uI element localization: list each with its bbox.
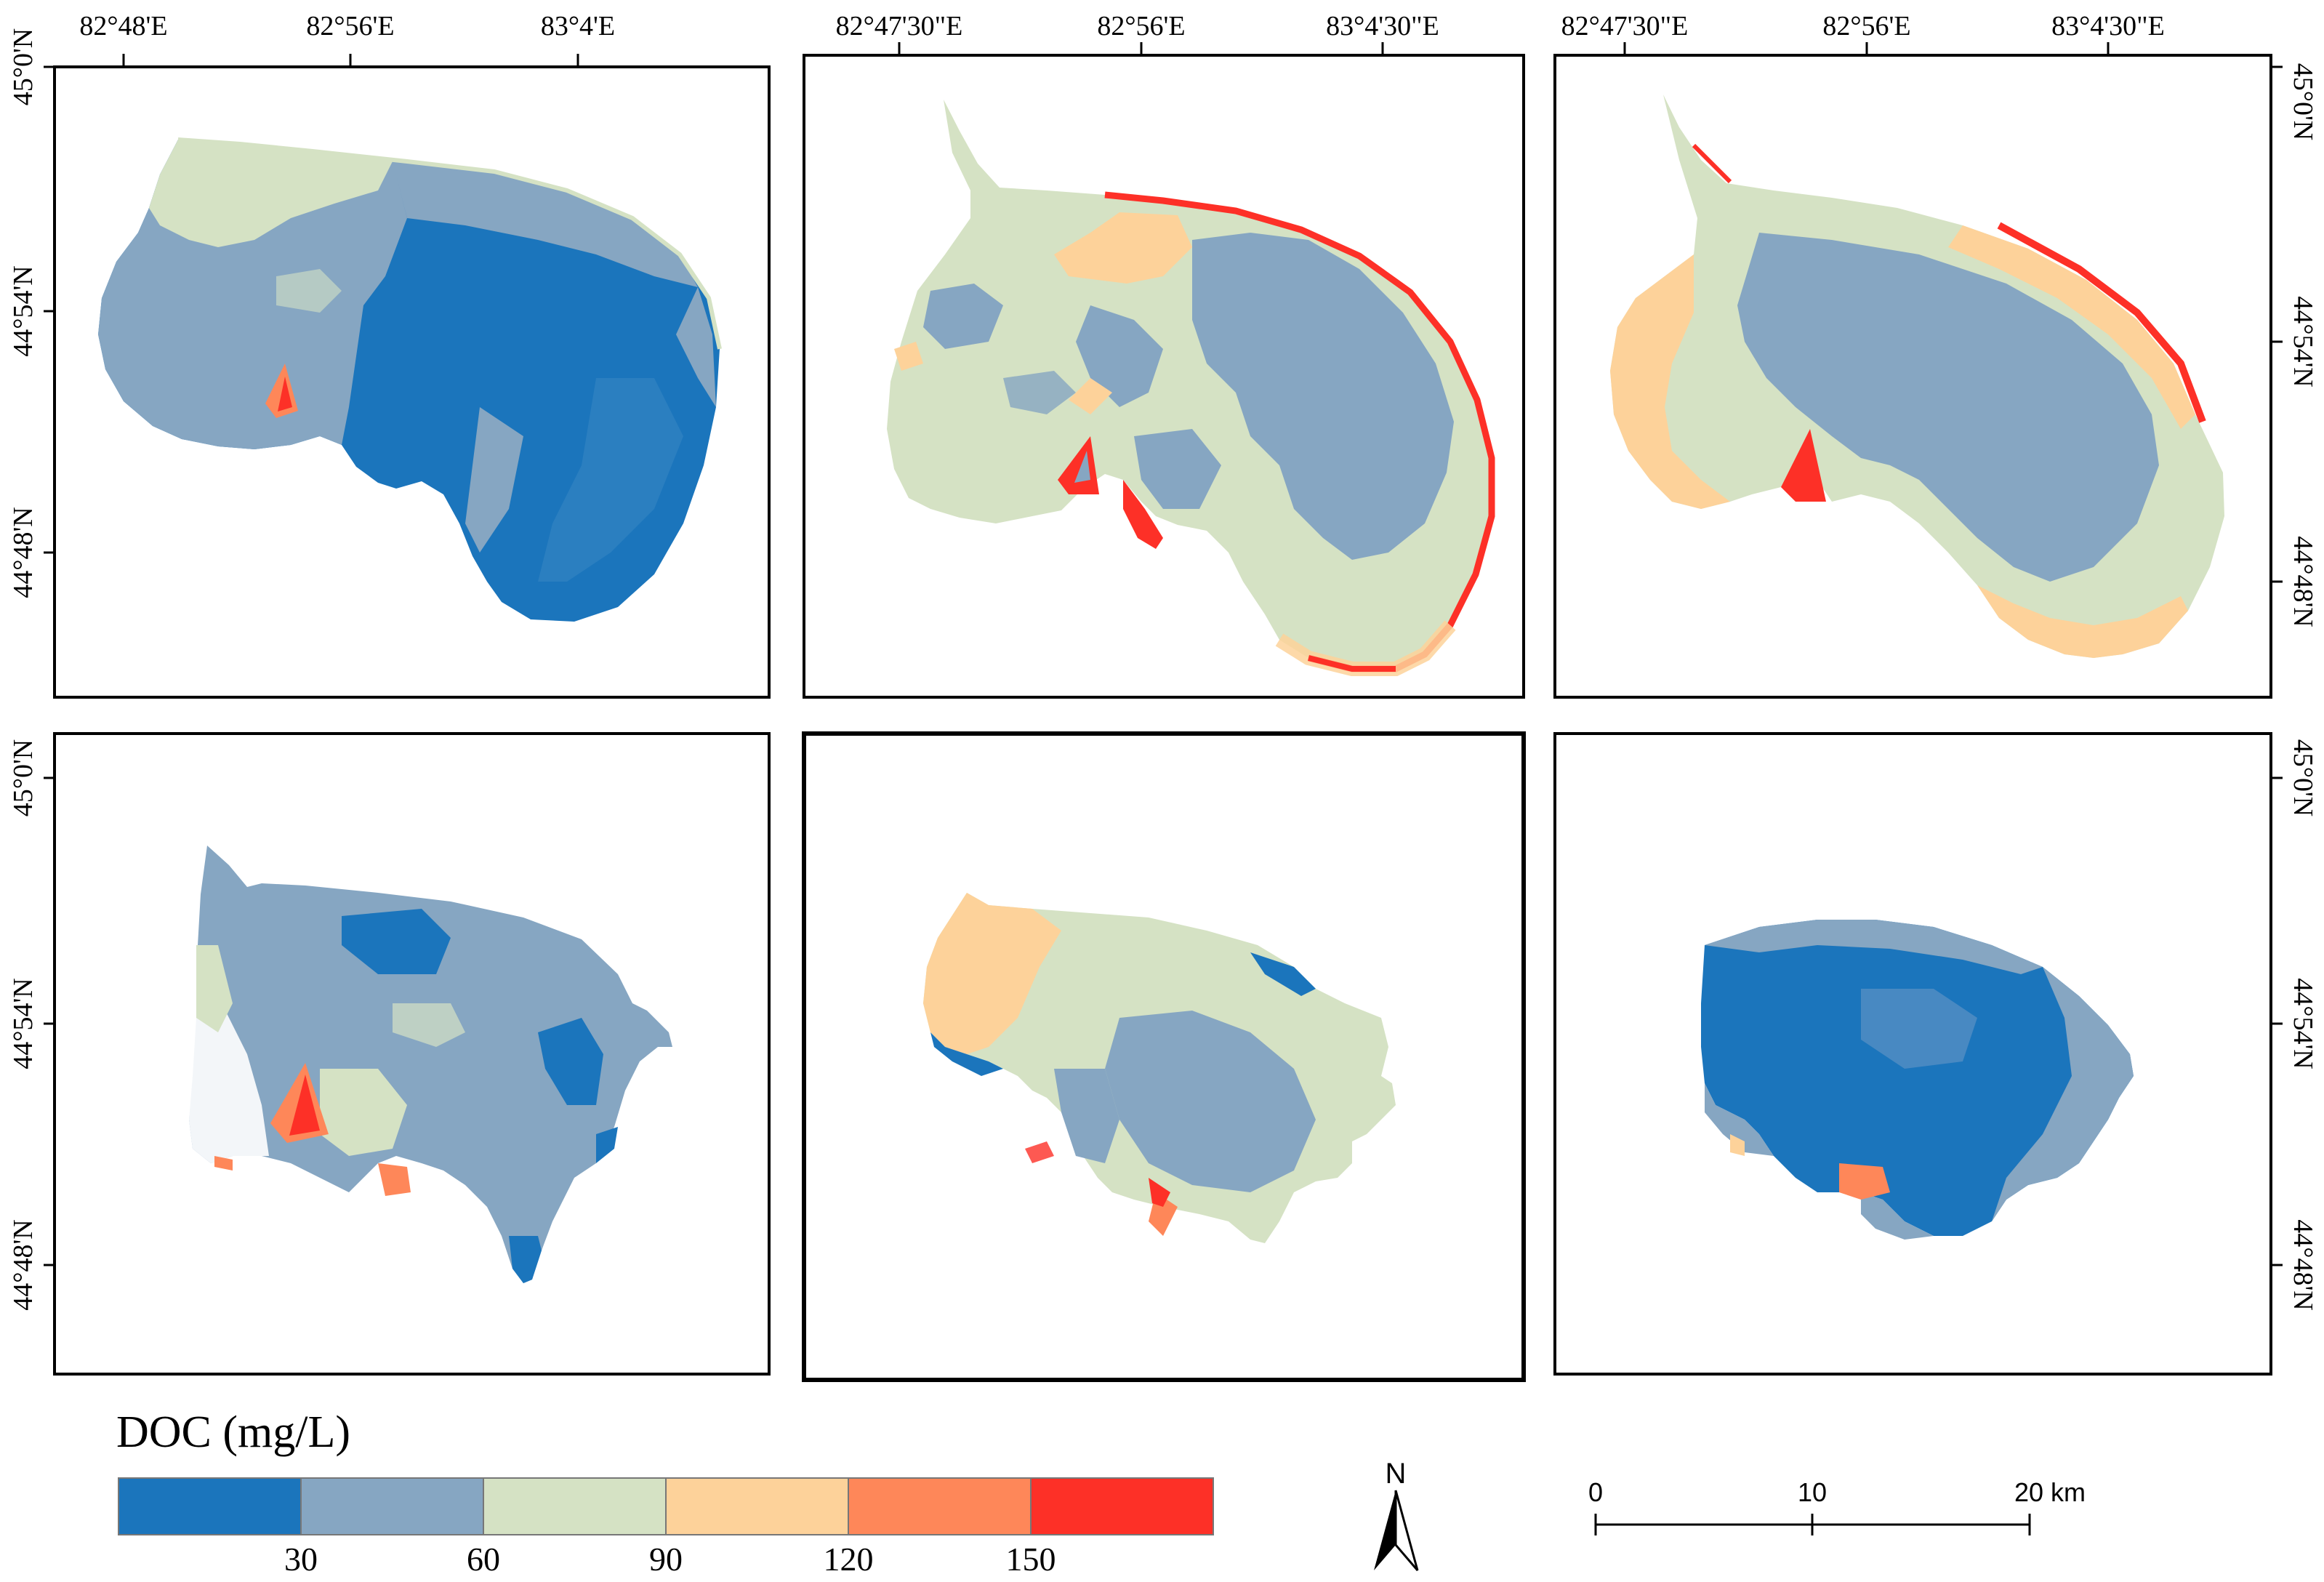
scale-label-20: 20 km: [2014, 1477, 2086, 1507]
scale-bar: 0 10 20 km: [1588, 1477, 2086, 1535]
legend-title: DOC (mg/L): [116, 1408, 350, 1457]
lat-label: 45°0'N: [8, 739, 39, 817]
lon-label: 83°4'30"E: [2051, 11, 2165, 41]
hotspot-p6: [1839, 1163, 1890, 1200]
lon-label: 83°4'E: [541, 11, 615, 41]
legend-break-label: 30: [284, 1541, 318, 1578]
lat-label: 44°54'N: [2288, 978, 2318, 1069]
axis-labels: 82°48'E 82°56'E 83°4'E 82°47'30"E 82°56'…: [8, 11, 2318, 1311]
map-panel-5: [802, 731, 1526, 1382]
scale-label-0: 0: [1588, 1477, 1603, 1507]
lon-label: 82°48'E: [79, 11, 167, 41]
map-panel-2: [803, 54, 1525, 699]
legend-swatches: [118, 1477, 1214, 1535]
lon-label: 82°56'E: [1822, 11, 1910, 41]
lat-label: 44°54'N: [8, 978, 39, 1069]
map-panel-3: [1553, 54, 2272, 699]
map-panel-4: [53, 732, 771, 1376]
legend-break-labels: 30 60 90 120 150: [284, 1541, 1056, 1578]
legend-break-label: 120: [824, 1541, 874, 1578]
legend-swatch-5: [848, 1477, 1032, 1535]
lat-label: 44°54'N: [2288, 296, 2318, 388]
hotspot-p3: [1781, 429, 1826, 502]
lon-label: 82°47'30"E: [836, 11, 963, 41]
legend-swatch-4: [665, 1477, 849, 1535]
legend-break-label: 150: [1006, 1541, 1056, 1578]
north-arrow-icon: [1374, 1490, 1396, 1570]
lon-label: 82°47'30"E: [1561, 11, 1689, 41]
lon-label: 83°4'30"E: [1326, 11, 1439, 41]
lat-label: 45°0'N: [8, 28, 39, 106]
lat-label: 45°0'N: [2288, 63, 2318, 141]
north-label: N: [1386, 1458, 1407, 1490]
lat-label: 44°48'N: [2288, 536, 2318, 627]
axis-ticks: [44, 42, 2283, 1266]
hotspot-p5: [1149, 1178, 1170, 1207]
lat-label: 45°0'N: [2288, 739, 2318, 817]
legend-break-label: 90: [649, 1541, 683, 1578]
north-arrow: N: [1374, 1458, 1419, 1571]
legend-swatch-6: [1030, 1477, 1214, 1535]
lon-label: 82°56'E: [1097, 11, 1185, 41]
scale-label-10: 10: [1798, 1477, 1827, 1507]
lat-label: 44°48'N: [8, 1219, 39, 1311]
legend: DOC (mg/L) 30 60 90 120 150: [116, 1408, 1214, 1578]
map-panel-1: [53, 65, 771, 699]
lat-label: 44°54'N: [8, 265, 39, 357]
lake-region-p4: [189, 846, 672, 1283]
lat-label: 44°48'N: [2288, 1219, 2318, 1311]
legend-swatch-2: [300, 1477, 484, 1535]
map-panel-6: [1553, 732, 2272, 1376]
lon-label: 82°56'E: [306, 11, 394, 41]
legend-break-label: 60: [467, 1541, 500, 1578]
legend-swatch-1: [118, 1477, 302, 1535]
lat-label: 44°48'N: [8, 507, 39, 598]
legend-swatch-3: [483, 1477, 667, 1535]
